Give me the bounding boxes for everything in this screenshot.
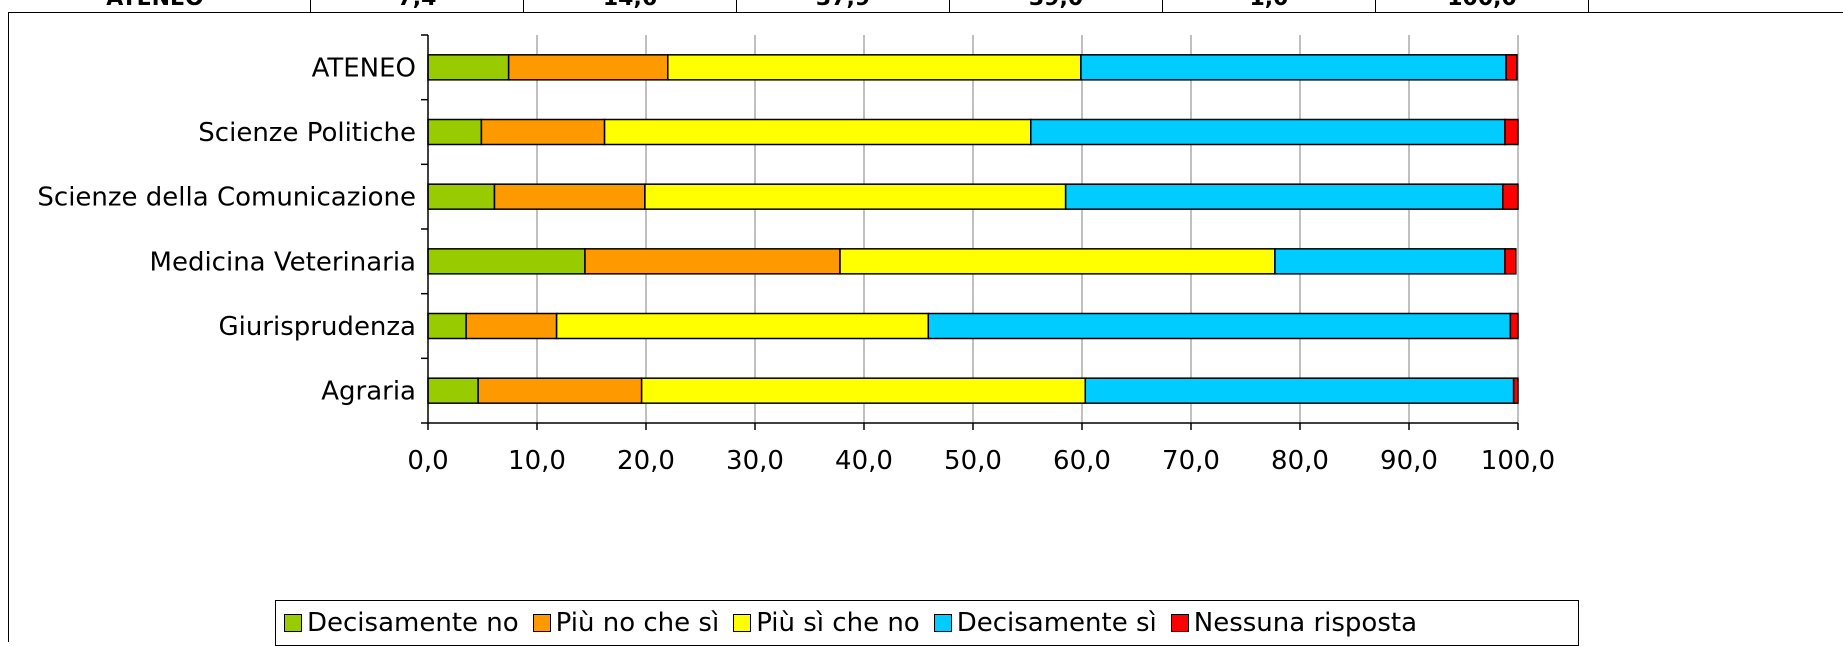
category-label: Scienze della Comunicazione [37,183,416,213]
category-label: Scienze Politiche [198,118,416,148]
bar-segment [584,248,841,275]
bar-segment [427,183,496,210]
bar-segment [1512,377,1519,404]
x-tick-label: 20,0 [617,446,675,476]
bar-segment [1084,377,1515,404]
bar-segment [839,248,1276,275]
bar-segment [493,183,646,210]
top-table-cell-text: 1,0 [1163,0,1375,11]
legend-swatch [284,614,302,632]
legend-item: Decisamente no [284,608,519,638]
top-table-cell: 14,6 [524,0,737,12]
bar-segment [1504,248,1517,275]
top-table-cell-text: ATENEO [0,0,310,11]
x-tick-label: 100,0 [1481,446,1555,476]
category-label: Agraria [321,377,416,407]
category-label: Medicina Veterinaria [150,247,416,277]
bar-segment [644,183,1067,210]
legend-swatch [933,614,952,632]
bar-segment [1504,118,1519,146]
top-table-cell: 7,4 [311,0,524,12]
legend-item: Decisamente sì [933,608,1157,638]
bar-segment [427,54,510,81]
legend-label: Nessuna risposta [1193,608,1417,638]
top-table-cell-text: 39,0 [950,0,1162,11]
bar-segment [1501,183,1519,210]
bar-segment [427,248,586,275]
bar-segment [555,312,930,340]
bar-segment [477,377,643,404]
bar-segment [603,118,1032,146]
bar-segment [1505,54,1518,81]
top-table-cell-text: 100,0 [1376,0,1588,11]
bar-segment [480,118,606,146]
bar-segment [465,312,558,340]
category-label: ATENEO [312,53,416,83]
stacked-bar-chart: ATENEO Scienze Politiche Scienze della Com… [37,34,1555,476]
bar-segment [1080,54,1507,81]
bar-segment [1274,248,1506,275]
legend-item: Nessuna risposta [1170,608,1417,638]
category-label: Giurisprudenza [218,312,416,342]
top-table-cell: 100,0 [1376,0,1589,12]
top-table-cell: 1,0 [1163,0,1376,12]
legend-swatch [1170,614,1189,632]
legend-label: Più no che sì [555,608,720,638]
top-table-cell-text: 7,4 [311,0,523,11]
bar-segment [427,118,483,146]
x-tick-label: 90,0 [1380,446,1438,476]
x-tick-label: 70,0 [1162,446,1220,476]
x-tick-label: 10,0 [508,446,566,476]
bar-segment [507,54,669,81]
chart-legend: Decisamente no Più no che sì Più sì che no… [275,600,1579,646]
top-table-cell: 37,9 [737,0,950,12]
bar-segment [1509,312,1519,340]
top-table-cell-text: 14,6 [524,0,736,11]
top-table-cell: ATENEO [0,0,311,12]
bar-segment [640,377,1087,404]
bar-segment [427,377,479,404]
legend-item: Più sì che no [733,608,920,638]
bar-segment [1064,183,1504,210]
bar-segment [1030,118,1506,146]
legend-label: Più sì che no [756,608,920,638]
legend-label: Decisamente no [307,608,519,638]
x-tick-label: 80,0 [1271,446,1329,476]
legend-label: Decisamente sì [956,608,1157,638]
top-table-cell-text: 37,9 [737,0,949,11]
legend-swatch [733,614,752,632]
x-tick-label: 60,0 [1053,446,1111,476]
bar-segment [427,312,467,340]
x-tick-label: 50,0 [944,446,1002,476]
x-tick-label: 30,0 [726,446,784,476]
legend-item: Più no che sì [532,608,720,638]
x-tick-label: 0,0 [407,446,448,476]
x-tick-label: 40,0 [835,446,893,476]
bar-segment [667,54,1082,81]
top-table-cell: 39,0 [950,0,1163,12]
legend-swatch [532,614,551,632]
bar-segment [927,312,1512,340]
chart-frame: ATENEO Scienze Politiche Scienze della Com… [8,12,1843,646]
